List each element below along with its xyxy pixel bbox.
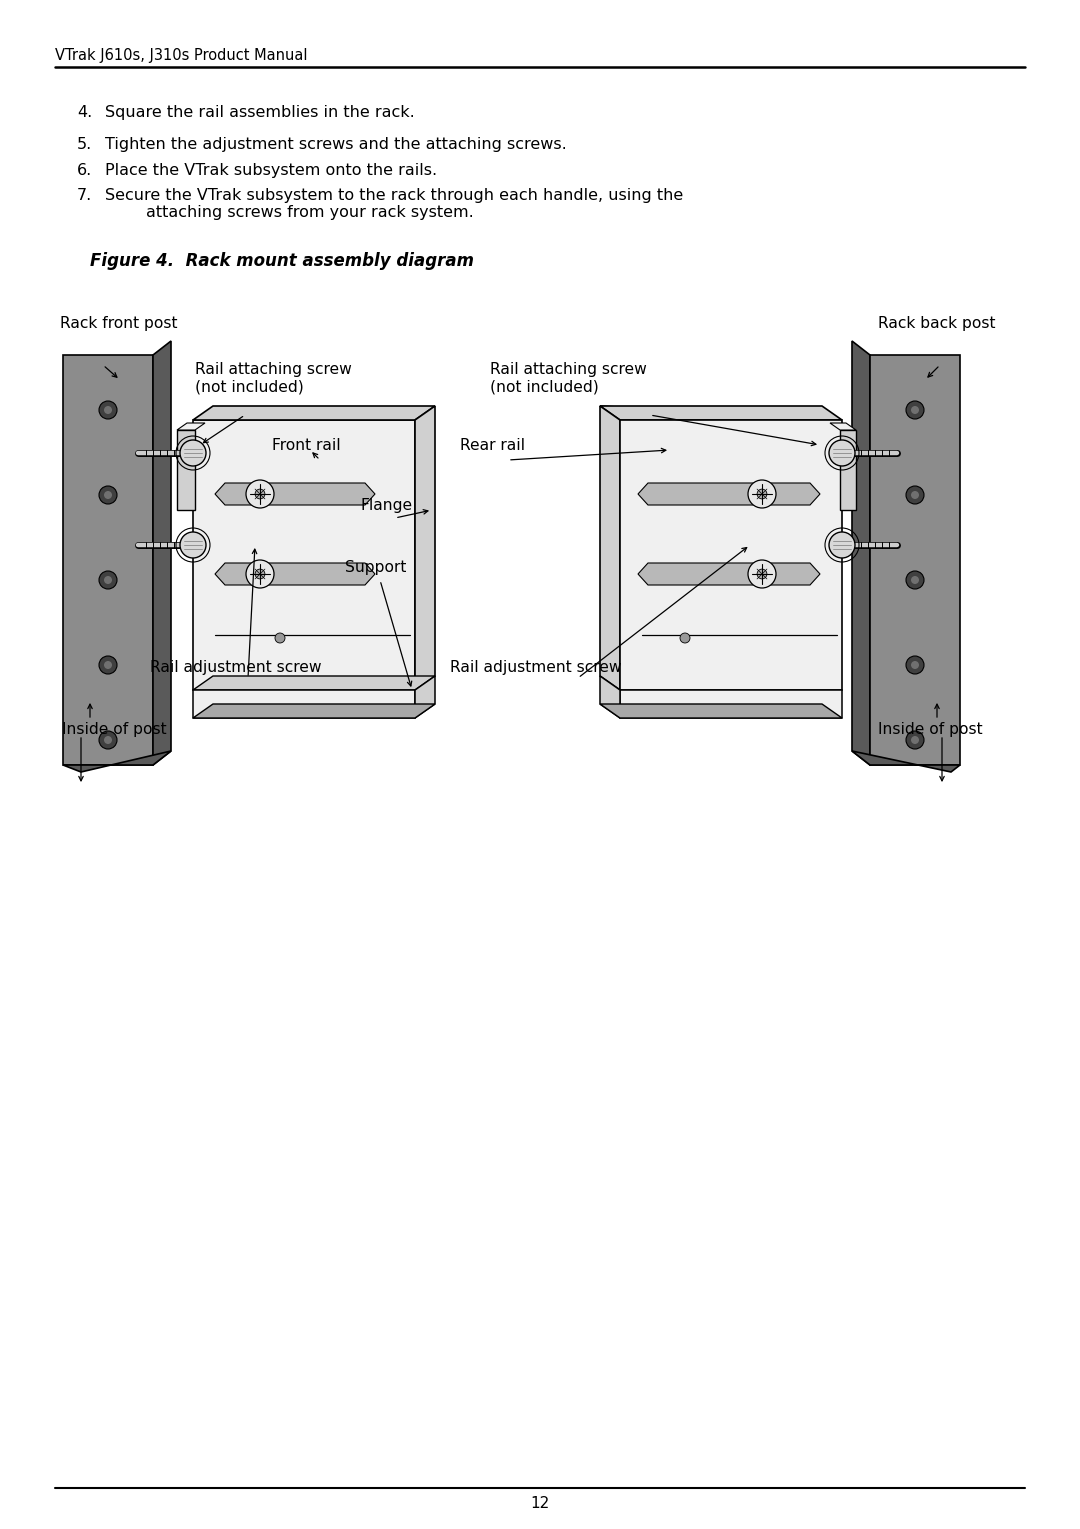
Polygon shape (193, 703, 435, 719)
Text: Rail adjustment screw: Rail adjustment screw (450, 661, 621, 674)
Polygon shape (870, 355, 960, 764)
Circle shape (748, 480, 777, 508)
Circle shape (906, 486, 924, 505)
Circle shape (99, 656, 117, 674)
Text: 6.: 6. (77, 164, 92, 177)
Polygon shape (620, 690, 842, 719)
Circle shape (104, 576, 112, 584)
Text: Inside of post: Inside of post (878, 722, 983, 737)
Circle shape (906, 570, 924, 589)
Polygon shape (620, 420, 842, 690)
Circle shape (912, 661, 919, 670)
Circle shape (906, 731, 924, 749)
Circle shape (906, 401, 924, 419)
Polygon shape (600, 407, 620, 690)
Circle shape (246, 560, 274, 589)
Circle shape (99, 570, 117, 589)
Text: Rail attaching screw
(not included): Rail attaching screw (not included) (195, 362, 352, 394)
Text: Support: Support (345, 560, 406, 575)
Text: Flange: Flange (360, 498, 413, 514)
Text: VTrak J610s, J310s Product Manual: VTrak J610s, J310s Product Manual (55, 47, 308, 63)
Circle shape (275, 633, 285, 644)
Text: Rear rail: Rear rail (460, 437, 525, 453)
Circle shape (104, 735, 112, 745)
Circle shape (104, 407, 112, 414)
Polygon shape (638, 563, 820, 586)
Text: Rail attaching screw
(not included): Rail attaching screw (not included) (490, 362, 647, 394)
Text: Figure 4.  Rack mount assembly diagram: Figure 4. Rack mount assembly diagram (90, 252, 474, 271)
Polygon shape (840, 430, 856, 511)
Polygon shape (852, 341, 870, 764)
Polygon shape (63, 751, 171, 772)
Polygon shape (193, 407, 435, 420)
Text: Secure the VTrak subsystem to the rack through each handle, using the
        at: Secure the VTrak subsystem to the rack t… (105, 188, 684, 220)
Circle shape (180, 532, 206, 558)
Circle shape (246, 480, 274, 508)
Circle shape (680, 633, 690, 644)
Polygon shape (193, 690, 415, 719)
Polygon shape (600, 676, 620, 719)
Polygon shape (215, 483, 375, 505)
Text: Square the rail assemblies in the rack.: Square the rail assemblies in the rack. (105, 106, 415, 119)
Polygon shape (415, 407, 435, 690)
Circle shape (912, 735, 919, 745)
Polygon shape (153, 341, 171, 764)
Polygon shape (193, 420, 415, 690)
Text: Inside of post: Inside of post (62, 722, 166, 737)
Polygon shape (193, 676, 435, 690)
Circle shape (748, 560, 777, 589)
Circle shape (829, 440, 855, 466)
Text: 7.: 7. (77, 188, 92, 203)
Circle shape (757, 569, 767, 579)
Polygon shape (177, 430, 195, 511)
Circle shape (829, 532, 855, 558)
Circle shape (255, 489, 265, 498)
Polygon shape (215, 563, 375, 586)
Circle shape (99, 731, 117, 749)
Circle shape (104, 491, 112, 498)
Text: Tighten the adjustment screws and the attaching screws.: Tighten the adjustment screws and the at… (105, 138, 567, 151)
Polygon shape (415, 676, 435, 719)
Circle shape (180, 440, 206, 466)
Text: Rack front post: Rack front post (60, 317, 177, 330)
Text: Place the VTrak subsystem onto the rails.: Place the VTrak subsystem onto the rails… (105, 164, 437, 177)
Text: Front rail: Front rail (272, 437, 340, 453)
Circle shape (99, 486, 117, 505)
Text: 5.: 5. (77, 138, 92, 151)
Polygon shape (638, 483, 820, 505)
Polygon shape (852, 751, 960, 772)
Circle shape (255, 569, 265, 579)
Text: 4.: 4. (77, 106, 92, 119)
Polygon shape (600, 407, 842, 420)
Circle shape (912, 491, 919, 498)
Circle shape (912, 576, 919, 584)
Polygon shape (831, 424, 856, 430)
Circle shape (906, 656, 924, 674)
Polygon shape (600, 703, 842, 719)
Text: Rack back post: Rack back post (878, 317, 996, 330)
Polygon shape (63, 355, 153, 764)
Text: 12: 12 (530, 1495, 550, 1511)
Circle shape (104, 661, 112, 670)
Polygon shape (177, 424, 205, 430)
Text: Rail adjustment screw: Rail adjustment screw (150, 661, 322, 674)
Circle shape (912, 407, 919, 414)
Polygon shape (600, 407, 842, 420)
Circle shape (757, 489, 767, 498)
Circle shape (99, 401, 117, 419)
